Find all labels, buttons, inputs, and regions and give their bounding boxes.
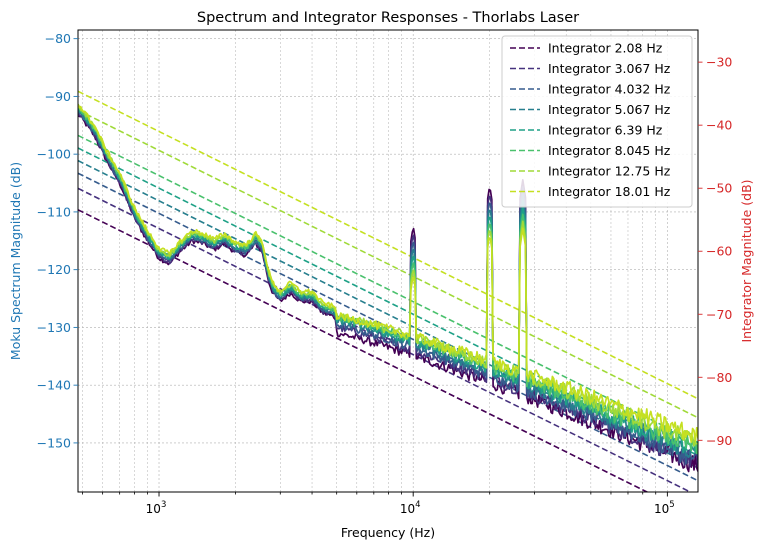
left-tick-label: −150 <box>37 435 71 450</box>
integrator-line <box>78 109 698 419</box>
chart-title: Spectrum and Integrator Responses - Thor… <box>197 10 579 26</box>
spectrum-line <box>78 110 698 465</box>
legend-label: Integrator 6.39 Hz <box>548 123 663 138</box>
legend-label: Integrator 4.032 Hz <box>548 82 671 97</box>
left-tick-label: −130 <box>37 320 71 335</box>
x-axis-label: Frequency (Hz) <box>341 525 435 540</box>
right-tick-label: −30 <box>706 55 732 70</box>
spectrum-line <box>78 104 698 443</box>
legend-label: Integrator 12.75 Hz <box>548 164 671 179</box>
left-tick-label: −90 <box>45 89 71 104</box>
legend: Integrator 2.08 Hz Integrator 3.067 Hz Int… <box>501 35 693 208</box>
legend-label: Integrator 5.067 Hz <box>548 102 671 117</box>
right-axis-ticks: −30 −40 −50 −60 −70 −80 −90 <box>698 55 732 448</box>
spectrum-lines <box>78 103 698 473</box>
left-tick-label: −80 <box>45 31 71 46</box>
left-tick-label: −140 <box>37 378 71 393</box>
integrator-line <box>78 90 698 400</box>
left-axis-ticks: −80 −90 −100 −110 −120 −130 −140 −150 <box>37 31 78 450</box>
legend-label: Integrator 18.01 Hz <box>548 184 671 199</box>
right-axis-label: Integrator Magnitude (dB) <box>739 179 754 342</box>
left-tick-label: −110 <box>37 204 71 219</box>
spectrum-line <box>78 112 698 468</box>
right-tick-label: −40 <box>706 118 732 133</box>
plot-frame <box>77 29 699 493</box>
right-tick-label: −90 <box>706 433 732 448</box>
legend-box <box>501 35 693 208</box>
left-axis-label: Moku Spectrum Magnitude (dB) <box>8 162 23 360</box>
legend-label: Integrator 2.08 Hz <box>548 41 663 56</box>
legend-label: Integrator 3.067 Hz <box>548 61 671 76</box>
right-tick-label: −50 <box>706 181 732 196</box>
legend-label: Integrator 8.045 Hz <box>548 143 671 158</box>
left-tick-label: −120 <box>37 262 71 277</box>
right-tick-label: −60 <box>706 244 732 259</box>
right-tick-label: −80 <box>706 370 732 385</box>
integrator-line <box>78 209 649 492</box>
left-tick-label: −100 <box>37 147 71 162</box>
right-tick-label: −70 <box>706 307 732 322</box>
